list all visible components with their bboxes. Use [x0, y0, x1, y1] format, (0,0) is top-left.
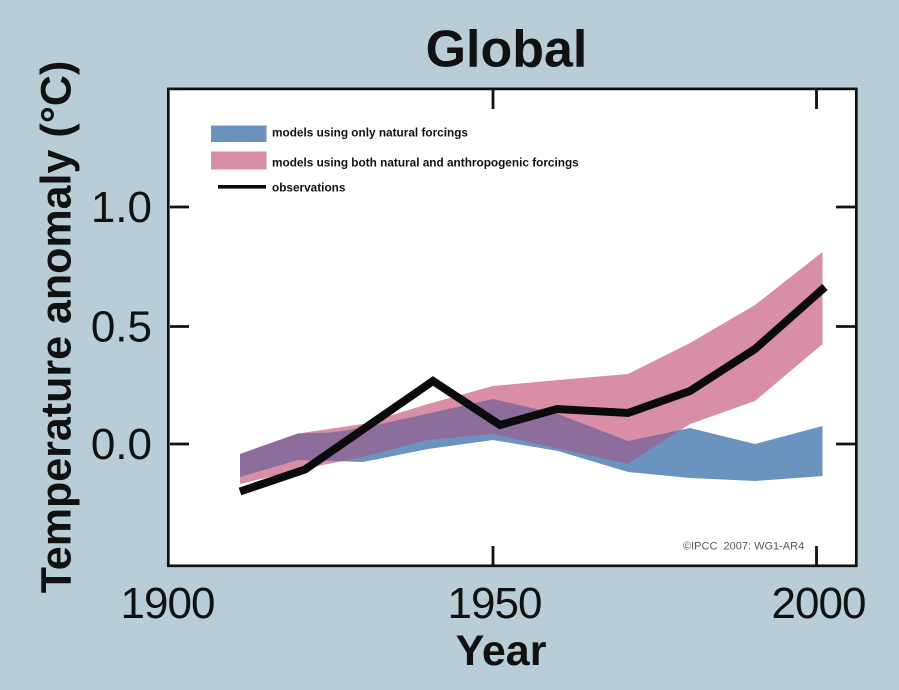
svg-text:Global: Global [426, 21, 588, 79]
svg-text:2000: 2000 [772, 579, 866, 628]
svg-text:1950: 1950 [448, 579, 542, 628]
svg-text:1.0: 1.0 [91, 183, 152, 232]
svg-text:0.0: 0.0 [91, 420, 152, 469]
svg-text:©IPCC 2007: WG1-AR4: ©IPCC 2007: WG1-AR4 [683, 541, 804, 553]
svg-text:1900: 1900 [121, 579, 215, 628]
svg-text:models using only natural forc: models using only natural forcings [272, 126, 468, 140]
svg-text:observations: observations [272, 181, 346, 195]
svg-text:models using both natural and: models using both natural and anthropoge… [272, 156, 579, 170]
svg-text:Year: Year [456, 627, 547, 675]
svg-text:0.5: 0.5 [91, 303, 152, 352]
svg-text:Temperature anomaly (°C): Temperature anomaly (°C) [33, 61, 81, 594]
